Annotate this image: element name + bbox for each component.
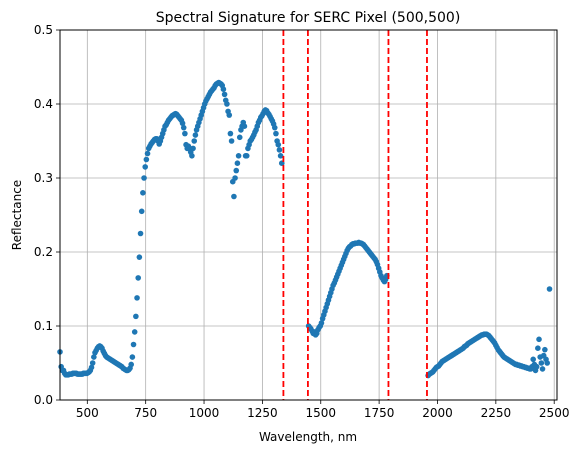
x-tick-label: 1500 [305, 406, 336, 420]
data-point [236, 134, 243, 141]
y-tick-label: 0.2 [34, 245, 53, 259]
data-point [134, 295, 140, 301]
data-point [232, 175, 238, 181]
data-point [542, 346, 548, 353]
data-point [141, 175, 147, 181]
data-point [130, 341, 137, 348]
data-point [231, 193, 237, 200]
data-point [91, 354, 97, 360]
data-point [530, 356, 536, 363]
data-point [539, 366, 546, 372]
data-point [228, 138, 235, 144]
x-tick-label: 500 [76, 406, 99, 420]
x-tick-label: 2250 [481, 406, 512, 420]
data-point [179, 120, 186, 127]
data-point [220, 86, 227, 92]
data-point [137, 230, 144, 237]
data-point [226, 112, 233, 118]
data-point [538, 360, 545, 366]
tick-layer: 500 750 1000 1250 1500 1750 2000 2250 2500 0.0 0.1… [34, 23, 570, 420]
data-point [135, 275, 142, 281]
data-point [227, 130, 234, 137]
chart-title: Spectral Signature for SERC Pixel (500,5… [156, 10, 461, 26]
data-point [136, 254, 143, 260]
data-point [143, 156, 150, 163]
data-point [546, 286, 553, 292]
data-point [233, 167, 240, 174]
data-point [536, 336, 542, 343]
data-point [273, 130, 279, 137]
data-point [192, 132, 199, 138]
x-tick-label: 2500 [539, 406, 570, 420]
data-point [182, 130, 188, 137]
data-point [241, 123, 248, 129]
x-tick-label: 2000 [422, 406, 453, 420]
x-tick-label: 1250 [247, 406, 278, 420]
data-point [189, 153, 195, 159]
plot-frame [59, 29, 558, 401]
data-point [318, 320, 325, 326]
data-point [89, 360, 96, 366]
data-point [133, 313, 139, 320]
data-point [144, 150, 151, 157]
data-point [138, 208, 145, 215]
data-point [180, 124, 187, 131]
data-point [533, 363, 540, 370]
data-point [221, 91, 228, 98]
y-tick-label: 0.5 [34, 23, 53, 37]
vline-layer [282, 30, 428, 400]
data-point [234, 160, 241, 166]
data-point [191, 138, 198, 144]
data-point [243, 153, 250, 159]
data-point [535, 345, 541, 352]
data-point [131, 329, 138, 335]
data-point [142, 164, 149, 170]
y-axis-label: Reflectance [10, 180, 24, 250]
data-point [224, 101, 230, 107]
data-point [277, 153, 284, 159]
x-tick-label: 750 [134, 406, 157, 420]
data-point [190, 145, 196, 152]
y-tick-label: 0.4 [34, 97, 53, 111]
data-point [88, 364, 95, 371]
data-point [275, 141, 282, 148]
data-point [276, 147, 283, 153]
data-point [271, 124, 278, 131]
data-point [129, 354, 136, 360]
data-point [235, 153, 242, 159]
points-layer [57, 79, 553, 379]
data-point [140, 190, 146, 196]
data-point [544, 360, 550, 366]
x-axis-label: Wavelength, nm [259, 430, 357, 444]
y-tick-label: 0.1 [34, 319, 53, 333]
x-tick-label: 1750 [364, 406, 395, 420]
data-point [128, 361, 135, 368]
y-tick-label: 0.0 [34, 393, 53, 407]
x-tick-label: 1000 [189, 406, 220, 420]
y-tick-label: 0.3 [34, 171, 53, 185]
